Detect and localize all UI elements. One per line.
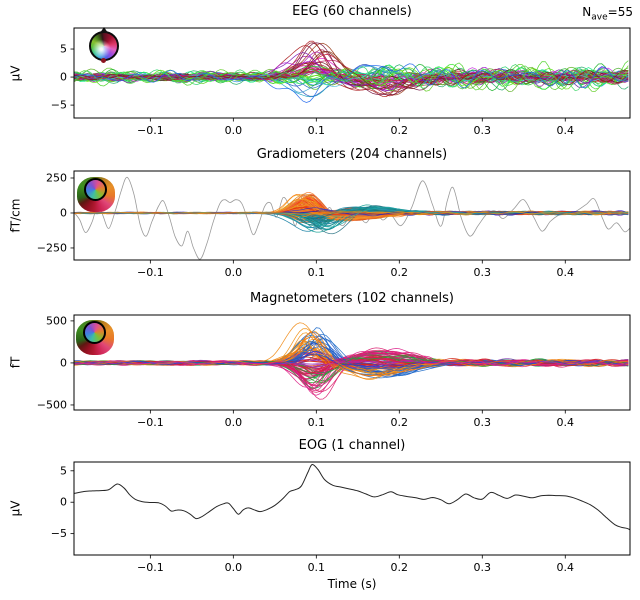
x-tick-label: 0.0 (225, 416, 243, 429)
x-tick-label: 0.3 (474, 124, 492, 137)
head-outline-icon (84, 178, 107, 201)
y-tick-label: 0 (60, 356, 67, 369)
x-tick-label: 0.4 (557, 416, 575, 429)
y-tick-label: −500 (37, 398, 67, 411)
mag-panel-title: Magnetometers (102 channels) (249, 291, 455, 306)
grad-ylabel: fT/cm (8, 198, 23, 233)
traces (74, 40, 629, 103)
eog-panel-title: EOG (1 channel) (298, 438, 406, 453)
traces (74, 322, 629, 400)
head-outline-icon (83, 321, 106, 344)
axes-frame (73, 170, 631, 261)
channel-trace (74, 51, 629, 90)
x-tick-label: 0.3 (474, 416, 492, 429)
x-tick-label: −0.1 (137, 416, 164, 429)
x-tick-label: −0.1 (137, 266, 164, 279)
x-tick-label: 0.2 (391, 266, 409, 279)
x-tick-label: −0.1 (137, 561, 164, 574)
channel-trace (74, 60, 629, 89)
y-tick-label: 5 (60, 43, 67, 56)
eog-plot-svg: −0.1 0.0 0.1 0.2 0.3 0.4 5 0 −5 (51, 461, 631, 574)
traces (74, 176, 630, 260)
y-tick-label: 0 (60, 496, 67, 509)
grad-plot-svg: −0.1 0.0 0.1 0.2 0.3 0.4 250 0 −250 (37, 170, 631, 279)
eeg-plot-svg: −0.1 0.0 0.1 0.2 0.3 0.4 5 0 −5 (51, 27, 631, 137)
mag-ylabel: fT (8, 356, 23, 369)
channel-trace (74, 63, 629, 103)
x-tick-label: 0.0 (225, 124, 243, 137)
mag-plot-svg: −0.1 0.0 0.1 0.2 0.3 0.4 500 0 −500 (37, 314, 631, 429)
channel-trace (74, 42, 629, 96)
y-tick-label: 250 (46, 171, 67, 184)
y-tick-label: 0 (60, 71, 67, 84)
channel-trace (74, 62, 629, 88)
y-tick-label: 0 (60, 206, 67, 219)
x-tick-label: 0.1 (308, 416, 326, 429)
x-tick-label: 0.1 (308, 124, 326, 137)
x-tick-label: 0.4 (557, 124, 575, 137)
x-tick-label: 0.1 (308, 561, 326, 574)
x-tick-label: 0.4 (557, 561, 575, 574)
y-tick-label: −5 (51, 527, 67, 540)
x-tick-label: 0.0 (225, 561, 243, 574)
channel-trace (74, 66, 629, 90)
x-tick-label: 0.2 (391, 124, 409, 137)
x-tick-label: −0.1 (137, 124, 164, 137)
grad-panel-title: Gradiometers (204 channels) (256, 147, 448, 162)
channel-trace (74, 60, 629, 92)
y-tick-label: −250 (37, 241, 67, 254)
x-tick-label: 0.3 (474, 561, 492, 574)
x-tick-label: 0.1 (308, 266, 326, 279)
x-tick-label: 0.0 (225, 266, 243, 279)
mag-helmet-icon (76, 320, 114, 355)
x-tick-label: 0.4 (557, 266, 575, 279)
x-tick-label: 0.2 (391, 561, 409, 574)
grad-sensor-map-inset (77, 177, 115, 212)
x-tick-label: 0.3 (474, 266, 492, 279)
eeg-ylabel: µV (8, 65, 23, 82)
axes-frame (73, 314, 631, 411)
eog-ylabel: µV (8, 500, 23, 517)
eog-trace (74, 463, 630, 531)
y-tick-label: −5 (51, 99, 67, 112)
x-tick-label: 0.2 (391, 416, 409, 429)
axes-frame (73, 461, 631, 556)
nave-value: =55 (607, 5, 633, 19)
nave-prefix: N (582, 5, 592, 19)
eeg-panel-title: EEG (60 channels) (292, 4, 412, 19)
channel-trace (74, 352, 629, 390)
mag-sensor-map-inset (76, 320, 114, 355)
channel-trace (74, 52, 629, 92)
y-tick-label: 5 (60, 464, 67, 477)
eeg-sensor-map-inset (89, 27, 119, 63)
traces (74, 463, 630, 531)
grad-helmet-icon (77, 177, 115, 212)
channel-trace (74, 211, 629, 215)
nave-annotation: Nave=55 (582, 5, 633, 22)
channel-trace (74, 336, 629, 377)
time-axis-label: Time (s) (327, 577, 377, 591)
y-tick-label: 500 (46, 314, 67, 327)
axes-frame (73, 27, 631, 119)
eeg-head-icon (89, 27, 119, 63)
channel-trace (74, 40, 629, 97)
nave-subscript: ave (591, 12, 608, 23)
